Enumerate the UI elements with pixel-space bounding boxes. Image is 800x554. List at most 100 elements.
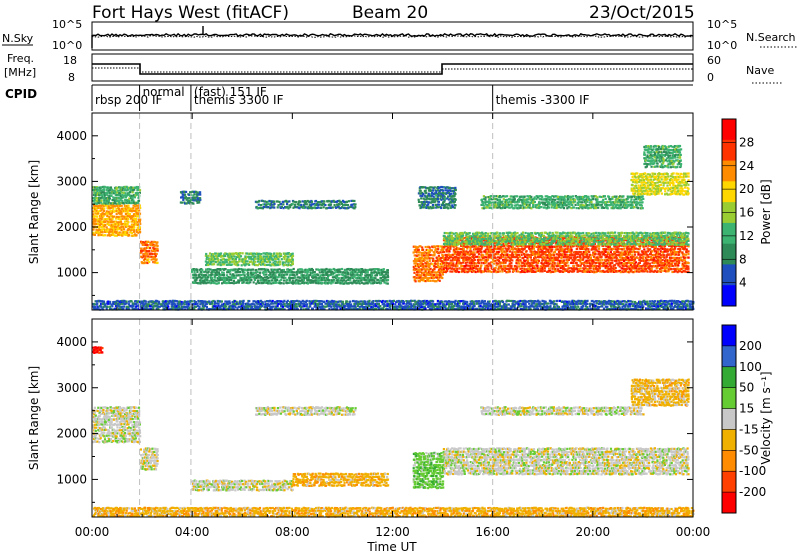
data-cell [314,279,317,282]
data-cell [187,199,190,202]
data-cell [425,204,429,207]
data-cell [374,274,377,277]
data-cell [437,270,440,273]
data-cell [427,277,430,280]
cpid-segment-text: themis -3300 IF [496,93,590,107]
data-cell [200,276,203,280]
data-cell [361,268,364,271]
data-cell [421,260,424,263]
power-plot-bg [92,113,693,310]
data-cell [467,245,470,248]
data-cell [109,202,113,205]
data-cell [258,274,261,277]
data-cell [95,222,98,226]
data-cell [211,276,214,279]
data-cell [234,268,237,271]
data-cell [100,209,103,212]
data-cell [133,196,136,199]
data-cell [449,197,452,200]
data-cell [415,246,418,249]
data-cell [304,268,307,271]
data-cell [445,248,448,251]
data-cell [554,258,557,262]
data-cell [446,270,449,273]
data-cell [508,254,511,257]
data-cell [111,228,114,231]
data-cell [103,234,107,237]
data-cell [475,245,478,248]
power-data-cells [92,144,695,311]
data-cell [424,270,427,273]
data-cell [217,282,220,285]
data-cell [118,228,121,231]
data-cell [221,255,224,258]
data-cell [461,239,464,242]
data-cell [93,233,96,236]
data-cell [350,203,353,206]
data-cell [190,270,194,273]
data-cell [417,200,421,203]
data-cell [442,256,445,259]
data-cell [154,247,157,250]
data-cell [473,258,476,261]
data-cell [274,274,277,277]
data-cell [118,223,122,226]
data-cell [285,282,289,285]
data-cell [215,273,218,277]
data-cell [273,206,276,209]
data-cell [436,205,439,209]
data-cell [480,250,483,253]
data-cell [128,228,131,231]
data-cell [351,199,355,202]
data-cell [204,270,207,273]
data-cell [419,245,422,248]
data-cell [227,271,230,274]
data-cell [265,252,268,255]
data-cell [493,245,496,248]
data-cell [419,189,422,192]
data-cell [193,276,196,279]
data-cell [452,187,455,190]
data-cell [220,273,223,276]
data-cell [421,279,424,282]
data-cell [360,273,364,276]
data-cell [108,223,111,226]
data-cell [240,258,243,261]
data-cell [537,261,540,264]
data-cell [214,279,217,282]
data-cell [357,279,360,282]
data-cell [242,276,245,279]
data-cell [119,193,122,196]
data-cell [274,279,277,282]
data-cell [222,257,225,260]
data-cell [117,226,120,229]
data-cell [282,268,286,272]
data-cell [245,263,248,266]
data-cell [92,196,95,200]
data-cell [447,190,450,193]
data-cell [205,274,208,277]
data-cell [311,269,314,272]
data-cell [253,252,256,255]
data-cell [195,278,198,281]
data-cell [309,273,312,276]
data-cell [480,255,483,258]
data-cell [416,264,420,267]
data-cell [442,262,445,265]
data-cell [105,201,108,204]
data-cell [450,192,453,195]
data-cell [236,252,239,255]
data-cell [476,258,479,261]
data-cell [259,255,263,259]
data-cell [99,217,102,220]
data-cell [101,228,104,231]
data-cell [98,233,101,236]
data-cell [109,186,113,189]
data-cell [334,274,337,277]
station-title: Fort Hays West (fitACF) [92,3,289,23]
data-cell [341,203,345,207]
data-cell [111,217,114,220]
data-cell [143,261,146,264]
data-cell [111,215,114,218]
data-cell [263,255,266,258]
